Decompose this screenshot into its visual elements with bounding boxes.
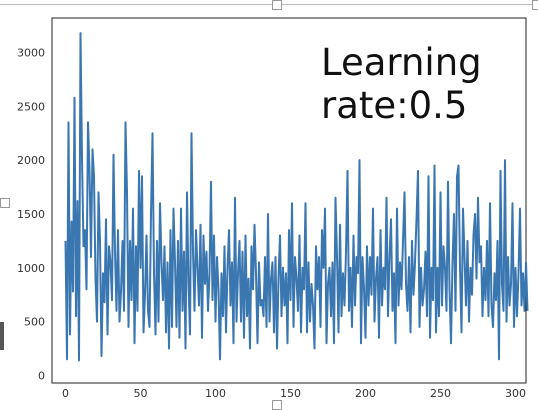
resize-handle-bottom[interactable] bbox=[272, 400, 282, 410]
x-tick-label: 200 bbox=[355, 387, 376, 400]
x-tick-label: 50 bbox=[134, 387, 148, 400]
resize-handle-top-right[interactable] bbox=[532, 0, 538, 10]
x-tick-label: 0 bbox=[62, 387, 69, 400]
resize-handle-left[interactable] bbox=[0, 198, 10, 208]
y-tick-label: 0 bbox=[38, 369, 45, 382]
x-tick-label: 100 bbox=[205, 387, 226, 400]
y-tick-label: 2500 bbox=[17, 100, 45, 113]
x-tick-label: 300 bbox=[505, 387, 526, 400]
series-line bbox=[64, 32, 529, 362]
x-tick-label: 250 bbox=[430, 387, 451, 400]
x-tick-label: 150 bbox=[280, 387, 301, 400]
annotation-line-2: rate:0.5 bbox=[321, 84, 467, 127]
selection-border-top bbox=[0, 4, 538, 5]
y-tick-label: 500 bbox=[24, 316, 45, 329]
resize-handle-top[interactable] bbox=[272, 0, 282, 10]
y-tick-label: 2000 bbox=[17, 154, 45, 167]
y-tick-label: 3000 bbox=[17, 46, 45, 59]
cropped-edge-mark bbox=[0, 322, 4, 350]
y-tick-label: 1000 bbox=[17, 262, 45, 275]
annotation-line-1: Learning bbox=[321, 41, 482, 84]
x-axis-ticks: 0 50 100 150 200 250 300 bbox=[62, 387, 526, 400]
y-tick-label: 1500 bbox=[17, 208, 45, 221]
y-axis-ticks: 0 500 1000 1500 2000 2500 3000 bbox=[17, 46, 45, 382]
